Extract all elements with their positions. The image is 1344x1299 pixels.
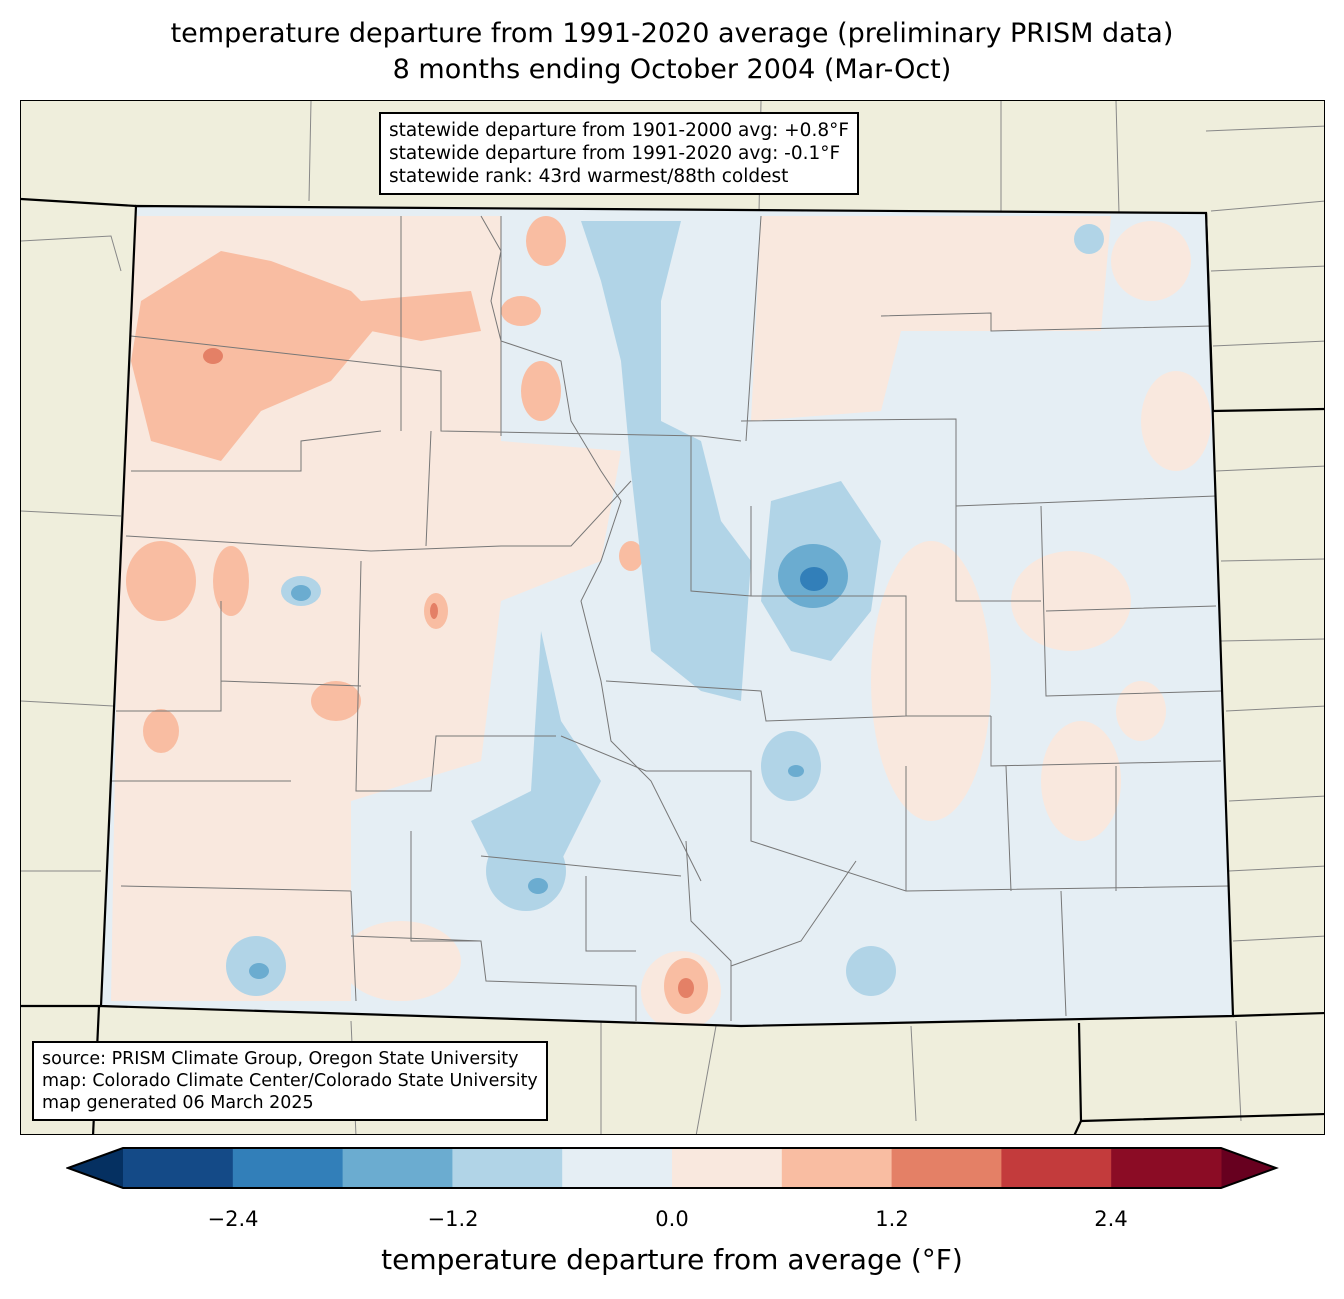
source-box: source: PRISM Climate Group, Oregon Stat… — [32, 1041, 548, 1121]
colorbar-label: temperature departure from average (°F) — [381, 1243, 963, 1276]
colorbar-swatch — [123, 1148, 234, 1188]
colorbar-swatch — [1001, 1148, 1112, 1188]
stats-departure-1901-2000: statewide departure from 1901-2000 avg: … — [389, 120, 849, 141]
colorbar-extend-low — [68, 1148, 123, 1188]
colorbar-tick-label: 1.2 — [875, 1207, 909, 1231]
colorbar-tick-label: 2.4 — [1094, 1207, 1128, 1231]
colorbar-tick-label: −2.4 — [207, 1207, 259, 1231]
colorado-border — [99, 204, 1235, 1028]
colorbar-swatch — [232, 1148, 344, 1188]
temperature-field — [101, 206, 1233, 1026]
colorbar-swatch — [452, 1148, 563, 1188]
colorbar-swatch — [562, 1148, 673, 1188]
colorbar-swatch — [891, 1148, 1002, 1188]
colorbar-swatch — [342, 1148, 453, 1188]
statewide-stats-box: statewide departure from 1901-2000 avg: … — [379, 112, 859, 195]
neighbor-county-lines — [21, 101, 1324, 1134]
map-title: temperature departure from 1991-2020 ave… — [170, 18, 1174, 49]
stats-departure-1991-2020: statewide departure from 1991-2020 avg: … — [389, 143, 841, 164]
map-credit-line: map: Colorado Climate Center/Colorado St… — [42, 1071, 538, 1091]
source-line: source: PRISM Climate Group, Oregon Stat… — [42, 1049, 519, 1069]
colorbar-swatch — [1111, 1148, 1222, 1188]
colorbar-swatch — [781, 1148, 893, 1188]
generated-date-line: map generated 06 March 2025 — [42, 1093, 314, 1113]
colorbar-outline — [66, 1147, 1279, 1189]
map-subtitle: 8 months ending October 2004 (Mar-Oct) — [392, 54, 952, 85]
colorbar — [66, 1147, 1279, 1189]
colorbar-tick-label: −1.2 — [427, 1207, 479, 1231]
colorbar-extend-high — [1221, 1148, 1276, 1188]
colorbar-swatch — [672, 1148, 783, 1188]
colorbar-tick-label: 0.0 — [655, 1207, 689, 1231]
county-lines — [111, 215, 1232, 1021]
stats-rank: statewide rank: 43rd warmest/88th coldes… — [389, 166, 789, 187]
colorado-temperature-map: statewide departure from 1901-2000 avg: … — [20, 100, 1325, 1135]
